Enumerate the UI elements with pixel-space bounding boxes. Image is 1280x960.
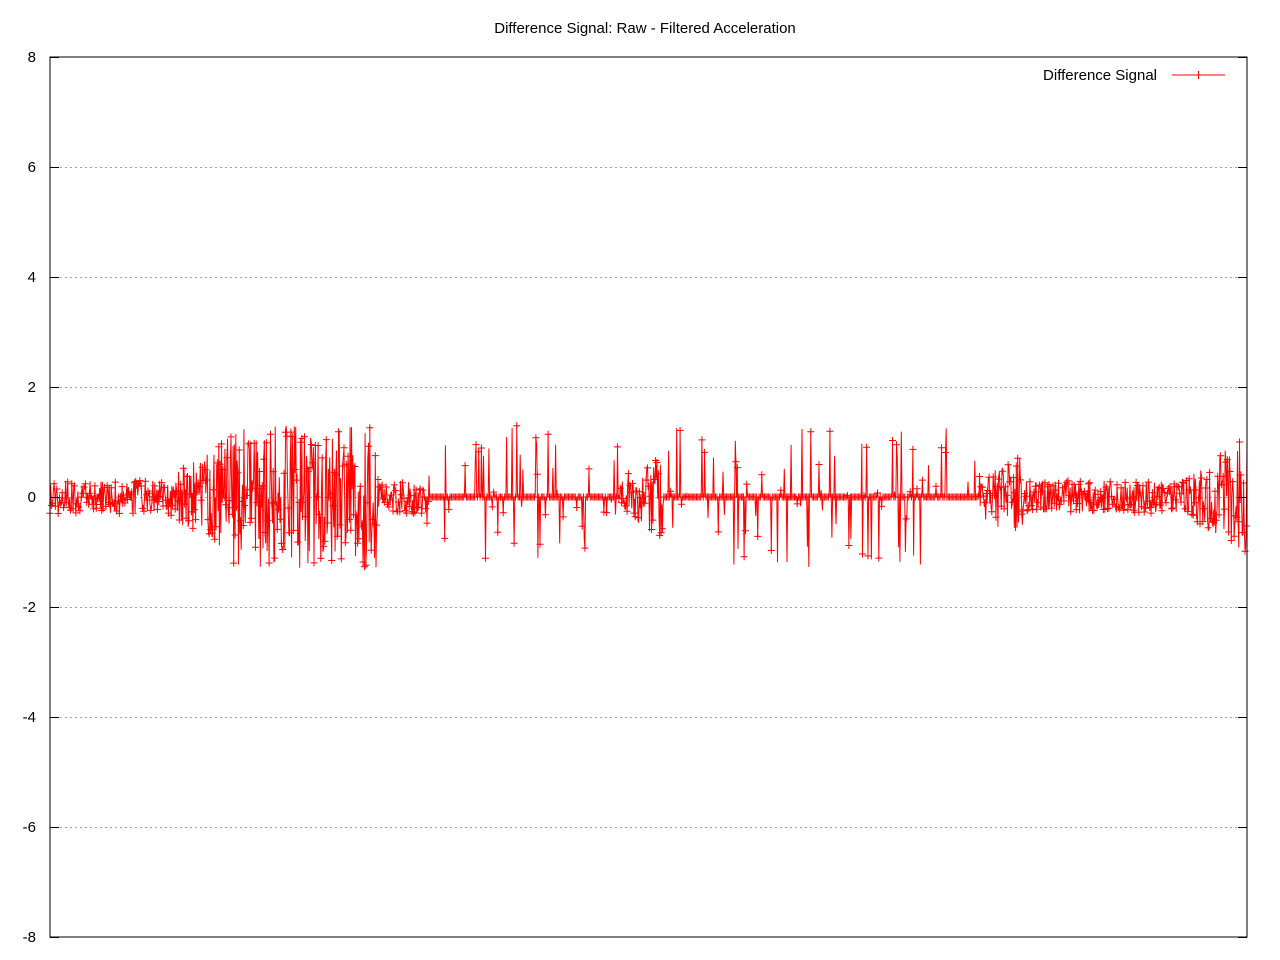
y-tick-label: -6 <box>23 819 36 836</box>
y-axis: 8 6 4 2 0 -2 -4 -6 -8 <box>23 49 1247 946</box>
legend: Difference Signal <box>1043 67 1225 84</box>
y-tick-label: 4 <box>28 269 36 286</box>
y-tick-label: 2 <box>28 379 36 396</box>
legend-label: Difference Signal <box>1043 67 1157 84</box>
y-tick-label: 0 <box>28 489 36 506</box>
y-tick-label: 6 <box>28 159 36 176</box>
legend-marker <box>1194 71 1203 79</box>
chart-title: Difference Signal: Raw - Filtered Accele… <box>494 20 796 37</box>
y-tick-label: -4 <box>23 709 36 726</box>
y-tick-label: -8 <box>23 929 36 946</box>
y-tick-label: 8 <box>28 49 36 66</box>
series-difference-signal <box>46 422 1250 571</box>
y-tick-label: -2 <box>23 599 36 616</box>
